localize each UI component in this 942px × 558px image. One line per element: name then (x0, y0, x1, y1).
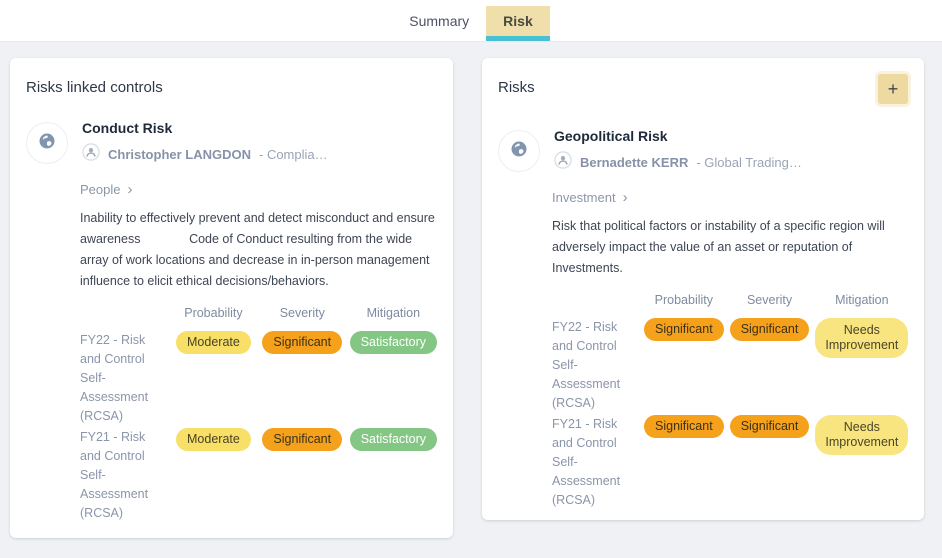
person-icon (82, 143, 100, 166)
mitigation-badge: Needs Improvement (815, 318, 909, 358)
column-header-probability: Probability (654, 293, 714, 307)
column-header-severity: Severity (279, 306, 325, 320)
risks-linked-controls-panel: Risks linked controls Conduct Risk (10, 58, 453, 538)
globe-icon (510, 140, 528, 163)
category-link-people[interactable]: People › (80, 182, 132, 197)
probability-badge: Moderate (176, 428, 251, 451)
tab-summary[interactable]: Summary (409, 13, 470, 29)
column-header-probability: Probability (184, 306, 243, 320)
assessment-row-label: FY21 - Risk and Control Self-Assessment … (552, 417, 621, 507)
assessment-row-label: FY22 - Risk and Control Self-Assessment … (80, 333, 149, 423)
risk-item-header: Conduct Risk Christopher LANGDON - Compl… (26, 120, 437, 166)
category-label: Investment (552, 190, 616, 205)
risk-description: Risk that political factors or instabili… (552, 219, 885, 275)
probability-badge: Significant (644, 318, 724, 341)
risk-description: Inability to effectively prevent and det… (80, 211, 435, 288)
risk-identity: Geopolitical Risk Bernadette KERR - Glob… (554, 128, 802, 174)
mitigation-badge: Needs Improvement (815, 415, 909, 455)
risk-avatar (498, 130, 540, 172)
severity-badge: Significant (729, 415, 810, 438)
mitigation-badge: Satisfactory (349, 428, 437, 451)
risk-identity: Conduct Risk Christopher LANGDON - Compl… (82, 120, 328, 166)
risk-item-header: Geopolitical Risk Bernadette KERR - Glob… (498, 128, 908, 174)
owner-name: Bernadette KERR (580, 155, 689, 170)
panel-title-risks-linked-controls: Risks linked controls (26, 79, 163, 96)
probability-badge: Moderate (176, 331, 251, 354)
tab-risk[interactable]: Risk (486, 6, 550, 41)
column-header-mitigation: Mitigation (366, 306, 421, 320)
risk-name: Conduct Risk (82, 120, 173, 136)
chevron-right-icon: › (622, 189, 628, 206)
severity-badge: Significant (262, 331, 343, 354)
chevron-right-icon: › (127, 181, 133, 198)
owner-organization: - Global Trading… (696, 155, 802, 170)
owner-name: Christopher LANGDON (108, 147, 251, 162)
risk-avatar (26, 122, 68, 164)
owner-organization: - Complia… (259, 147, 328, 162)
category-label: People (80, 182, 121, 197)
add-risk-button[interactable]: + (878, 74, 908, 104)
risks-panel: Risks + Geopolitical Risk (482, 58, 924, 520)
risk-name: Geopolitical Risk (554, 128, 668, 144)
person-icon (554, 151, 572, 174)
column-header-severity: Severity (746, 293, 793, 307)
assessment-table: Probability Severity Mitigation FY22 - R… (80, 306, 437, 523)
severity-badge: Significant (729, 318, 810, 341)
probability-badge: Significant (644, 415, 724, 438)
mitigation-badge: Satisfactory (349, 331, 437, 354)
column-header-mitigation: Mitigation (835, 293, 889, 307)
severity-badge: Significant (262, 428, 343, 451)
assessment-row-label: FY21 - Risk and Control Self-Assessment … (80, 430, 149, 520)
tab-bar: Summary Risk (0, 0, 942, 42)
category-link-investment[interactable]: Investment › (552, 190, 628, 205)
assessment-table: Probability Severity Mitigation FY22 - R… (552, 293, 909, 510)
panel-title-risks: Risks (498, 79, 535, 96)
assessment-row-label: FY22 - Risk and Control Self-Assessment … (552, 320, 621, 410)
globe-icon (38, 132, 56, 155)
